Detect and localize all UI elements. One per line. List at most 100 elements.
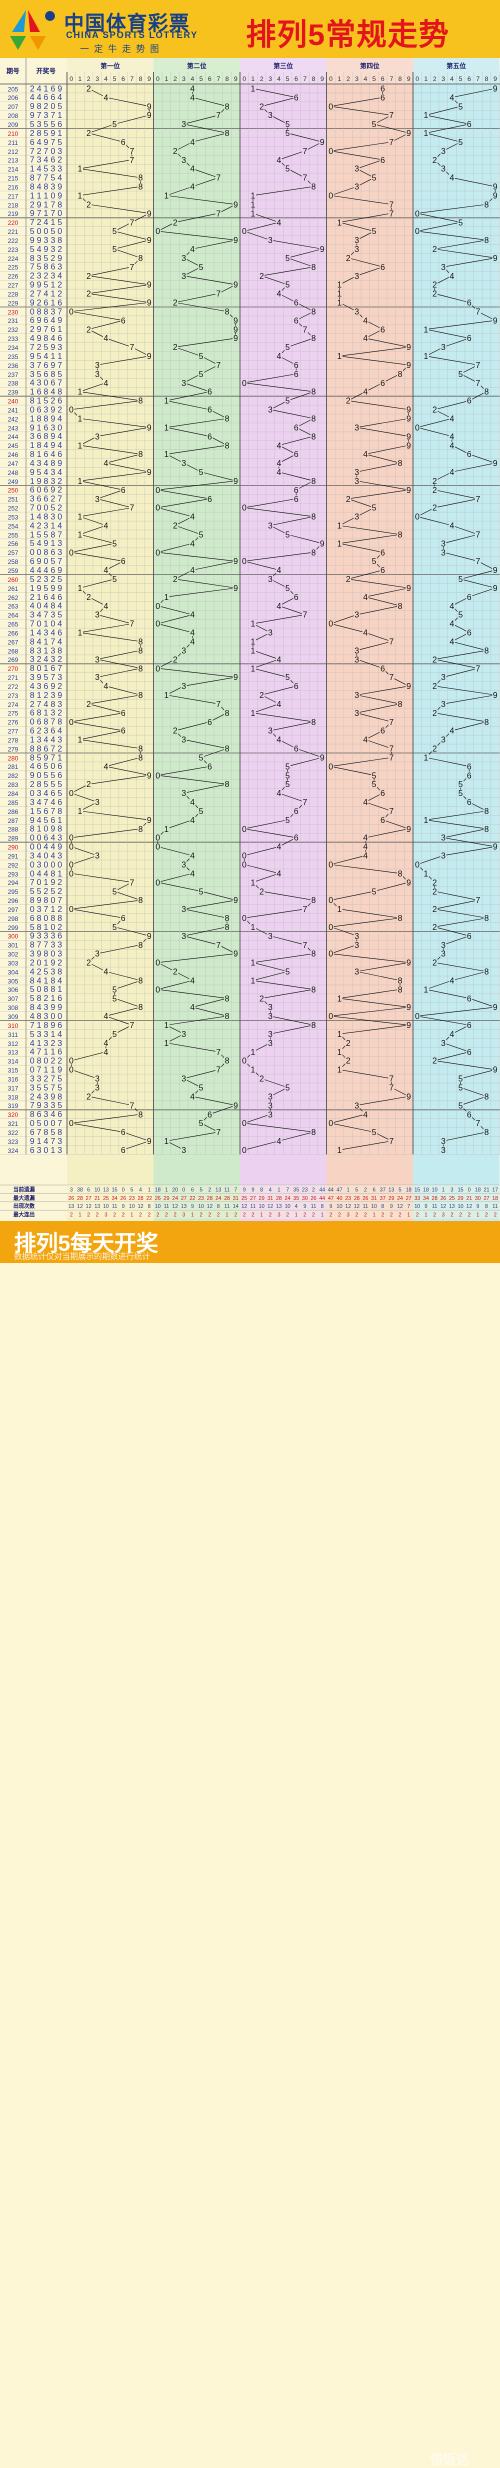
- draw-digit-bg: [457, 1075, 464, 1083]
- draw-digit-bg: [397, 459, 404, 467]
- draw-digit-pos-5: 6: [467, 1109, 472, 1119]
- draw-digit-pos-5: 7: [476, 360, 481, 370]
- draw-digit-pos-4: 1: [337, 351, 342, 361]
- draw-digit-bg: [137, 646, 144, 654]
- draw-digit-bg: [111, 923, 118, 931]
- draw-digit-pos-2: 5: [199, 369, 204, 379]
- stats-value: 47: [328, 1196, 334, 1202]
- issue-number: 284: [8, 791, 19, 798]
- draw-digit-bg: [457, 218, 464, 226]
- stats-label: 当前遗漏: [13, 1185, 35, 1193]
- draw-digit-pos-3: 1: [251, 208, 256, 218]
- draw-digit-bg: [353, 423, 360, 431]
- draw-digit-bg: [492, 843, 499, 851]
- draw-digit-bg: [206, 432, 213, 440]
- stats-value: 44: [319, 1196, 325, 1202]
- draw-digit-pos-3: 8: [311, 1127, 316, 1137]
- draw-digit-pos-5: 2: [432, 476, 437, 486]
- draw-digit-pos-2: 9: [233, 280, 238, 290]
- draw-number: 7 0 0 5 2: [30, 503, 63, 513]
- draw-digit-bg: [327, 192, 334, 199]
- draw-digit-pos-2: 9: [233, 199, 238, 209]
- issue-number: 299: [8, 925, 19, 932]
- draw-digit-pos-3: 6: [294, 744, 299, 754]
- draw-digit-bg: [275, 352, 282, 360]
- issue-number: 218: [8, 202, 19, 209]
- draw-digit-pos-1: 6: [121, 137, 126, 147]
- draw-digit-pos-2: 3: [181, 119, 186, 129]
- draw-digit-bg: [232, 896, 239, 904]
- draw-digit-bg: [336, 1048, 343, 1056]
- draw-digit-bg: [172, 147, 179, 155]
- position-header-3: 第三位: [274, 61, 294, 70]
- draw-digit-pos-4: 9: [406, 360, 411, 370]
- issue-number: 304: [8, 969, 19, 976]
- digit-header: 7: [303, 76, 307, 83]
- draw-digit-pos-3: 0: [242, 851, 247, 861]
- draw-digit-pos-1: 8: [138, 895, 143, 905]
- stats-value: 9: [329, 1204, 332, 1210]
- draw-number: 4 8 3 0 0: [30, 1011, 63, 1021]
- draw-digit-bg: [448, 432, 455, 440]
- draw-digit-bg: [362, 843, 369, 851]
- draw-digit-bg: [293, 682, 300, 690]
- draw-digit-pos-3: 2: [259, 1074, 264, 1084]
- draw-number: 5 4 9 1 3: [30, 538, 63, 548]
- draw-number: 4 6 5 0 6: [30, 761, 63, 771]
- draw-digit-bg: [180, 861, 187, 868]
- draw-digit-bg: [180, 1075, 187, 1083]
- draw-digit-pos-3: 5: [285, 529, 290, 539]
- draw-digit-bg: [327, 861, 334, 868]
- draw-digit-pos-1: 4: [104, 521, 109, 531]
- draw-digit-pos-5: 1: [424, 868, 429, 878]
- stats-value: 5: [130, 1187, 133, 1193]
- issue-number: 303: [8, 960, 19, 967]
- draw-number: 1 8 8 9 4: [30, 413, 63, 423]
- draw-digit-bg: [440, 548, 447, 556]
- draw-digit-pos-1: 3: [95, 654, 100, 664]
- draw-number: 6 2 3 6 4: [30, 726, 63, 736]
- draw-digit-bg: [284, 762, 291, 770]
- draw-digit-pos-2: 9: [233, 949, 238, 959]
- draw-digit-bg: [180, 682, 187, 690]
- draw-digit-pos-4: 5: [372, 556, 377, 566]
- issue-number: 247: [8, 461, 19, 468]
- draw-digit-bg: [310, 415, 317, 422]
- draw-digit-bg: [492, 1003, 499, 1011]
- draw-digit-bg: [327, 1119, 334, 1127]
- draw-digit-bg: [128, 620, 135, 628]
- draw-digit-pos-3: 4: [277, 654, 282, 664]
- draw-digit-pos-1: 9: [147, 208, 152, 218]
- draw-digit-pos-3: 7: [303, 173, 308, 183]
- draw-digit-bg: [180, 905, 187, 913]
- draw-digit-pos-4: 2: [346, 1056, 351, 1066]
- draw-digit-pos-5: 2: [432, 155, 437, 165]
- stats-value: 38: [77, 1187, 83, 1193]
- draw-digit-pos-4: 3: [354, 306, 359, 316]
- stats-value: 2: [364, 1187, 367, 1193]
- draw-digit-pos-4: 1: [337, 1047, 342, 1057]
- draw-digit-pos-2: 8: [225, 1011, 230, 1021]
- issue-number: 220: [8, 220, 19, 227]
- draw-digit-pos-2: 4: [190, 1002, 195, 1012]
- draw-digit-pos-3: 5: [285, 967, 290, 977]
- draw-digit-pos-3: 5: [285, 815, 290, 825]
- draw-digit-pos-5: 1: [424, 351, 429, 361]
- draw-digit-pos-1: 9: [147, 422, 152, 432]
- draw-digit-pos-3: 8: [311, 547, 316, 557]
- draw-digit-bg: [440, 263, 447, 271]
- draw-digit-bg: [466, 593, 473, 601]
- draw-digit-bg: [102, 1048, 109, 1056]
- stats-value: 3: [450, 1187, 453, 1193]
- draw-digit-bg: [422, 816, 429, 824]
- draw-number: 4 2 3 1 4: [30, 520, 63, 530]
- stats-label: 最大连出: [13, 1211, 35, 1219]
- draw-digit-bg: [267, 1039, 274, 1047]
- draw-digit-pos-3: 8: [311, 262, 316, 272]
- draw-digit-bg: [275, 602, 282, 610]
- draw-digit-bg: [137, 183, 144, 191]
- draw-digit-pos-3: 4: [277, 289, 282, 299]
- draw-digit-pos-1: 3: [95, 369, 100, 379]
- draw-digit-pos-3: 8: [311, 1020, 316, 1030]
- stats-value: 26: [68, 1196, 74, 1202]
